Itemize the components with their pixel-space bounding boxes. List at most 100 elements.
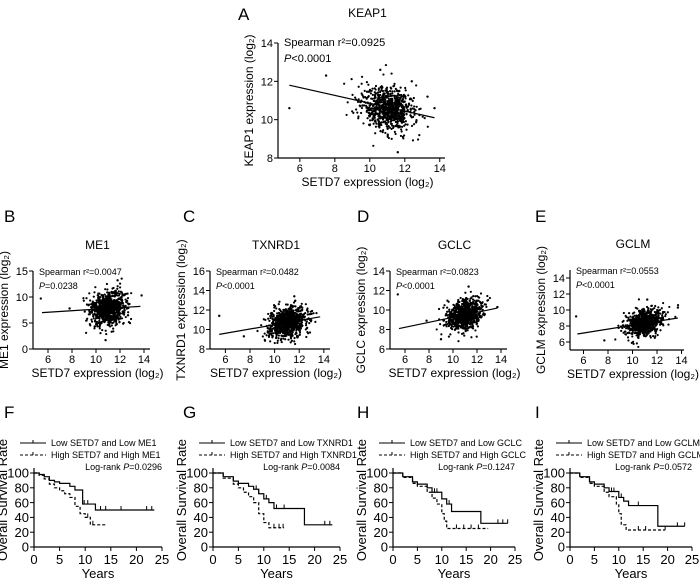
data-point <box>290 333 293 336</box>
data-point <box>465 299 468 302</box>
data-point <box>638 321 641 324</box>
data-point <box>451 313 454 316</box>
data-point <box>647 311 650 315</box>
data-point <box>298 331 302 334</box>
data-point <box>650 326 654 330</box>
data-point <box>118 321 121 324</box>
data-point <box>419 107 422 110</box>
data-point <box>267 327 270 330</box>
data-point <box>393 102 397 105</box>
data-point <box>465 314 468 318</box>
data-point <box>462 324 465 327</box>
data-point <box>661 310 665 314</box>
data-point <box>385 111 388 114</box>
data-point <box>450 312 453 315</box>
x-axis-label: SETD7 expression (log₂) <box>210 366 342 380</box>
data-point <box>426 95 429 98</box>
data-point <box>391 90 394 93</box>
data-point <box>404 89 407 92</box>
data-point <box>108 314 111 317</box>
data-point <box>389 94 392 97</box>
data-point <box>405 103 408 106</box>
data-point <box>402 118 405 121</box>
data-point <box>634 329 637 332</box>
data-point <box>99 302 102 305</box>
data-point <box>291 312 294 315</box>
data-point <box>120 277 123 280</box>
data-point <box>391 110 394 113</box>
x-tick-label: 14 <box>675 355 687 367</box>
data-point <box>650 304 653 308</box>
data-point <box>116 298 119 301</box>
data-point <box>458 324 461 327</box>
data-point <box>468 309 471 312</box>
panel-letter: D <box>357 207 369 226</box>
data-point <box>373 91 376 94</box>
data-point <box>402 105 405 108</box>
panel-letter: H <box>357 403 369 422</box>
data-point <box>92 315 95 318</box>
x-tick-label: 6 <box>222 354 228 366</box>
data-point <box>471 305 474 308</box>
data-point <box>386 92 389 95</box>
data-point <box>68 307 71 310</box>
y-tick-label: 6 <box>379 344 385 356</box>
data-point <box>387 95 390 98</box>
y-axis-label: Overall Survival Rate <box>531 439 546 561</box>
data-point <box>365 110 368 113</box>
panel-letter: C <box>183 207 195 226</box>
data-point <box>92 305 95 308</box>
data-point <box>361 104 364 107</box>
data-point <box>396 151 399 154</box>
panel-letter: I <box>535 403 540 422</box>
data-point <box>445 320 448 324</box>
data-point <box>102 302 105 305</box>
data-point <box>365 81 369 84</box>
data-point <box>114 300 117 303</box>
data-point <box>637 328 640 331</box>
data-point <box>122 294 125 297</box>
data-point <box>620 329 623 332</box>
data-point <box>119 286 122 289</box>
y-tick-label: 0 <box>22 344 28 356</box>
data-point <box>629 315 632 318</box>
data-point <box>390 119 393 122</box>
data-point <box>386 103 389 106</box>
data-point <box>281 327 284 330</box>
data-point <box>277 337 280 340</box>
data-point <box>99 332 102 335</box>
y-axis-label: Overall Survival Rate <box>0 439 10 561</box>
data-point <box>380 123 383 127</box>
data-point <box>370 113 374 116</box>
legend-label: High SETD7 and High ME1 <box>51 450 161 460</box>
data-point <box>367 106 370 109</box>
data-point <box>267 317 270 320</box>
data-point <box>271 317 274 321</box>
y-tick-label: 60 <box>15 495 29 510</box>
data-point <box>411 139 415 142</box>
data-point <box>275 320 278 323</box>
data-point <box>267 312 270 316</box>
data-point <box>87 303 91 306</box>
data-point <box>391 124 394 127</box>
p-label: P <box>476 462 482 472</box>
data-point <box>381 121 385 124</box>
x-tick-label: 0 <box>209 552 216 567</box>
x-tick-label: 5 <box>414 552 421 567</box>
data-point <box>90 318 93 321</box>
data-point <box>379 130 382 133</box>
data-point <box>393 90 396 93</box>
data-point <box>368 104 372 107</box>
data-point <box>112 330 115 333</box>
data-point <box>387 97 390 100</box>
data-point <box>298 306 301 309</box>
data-point <box>384 101 387 104</box>
data-point <box>659 329 662 332</box>
data-point <box>385 122 389 126</box>
data-point <box>86 317 89 320</box>
data-point <box>98 305 101 308</box>
data-point <box>637 309 641 312</box>
data-point <box>279 318 282 321</box>
data-point <box>260 324 263 327</box>
